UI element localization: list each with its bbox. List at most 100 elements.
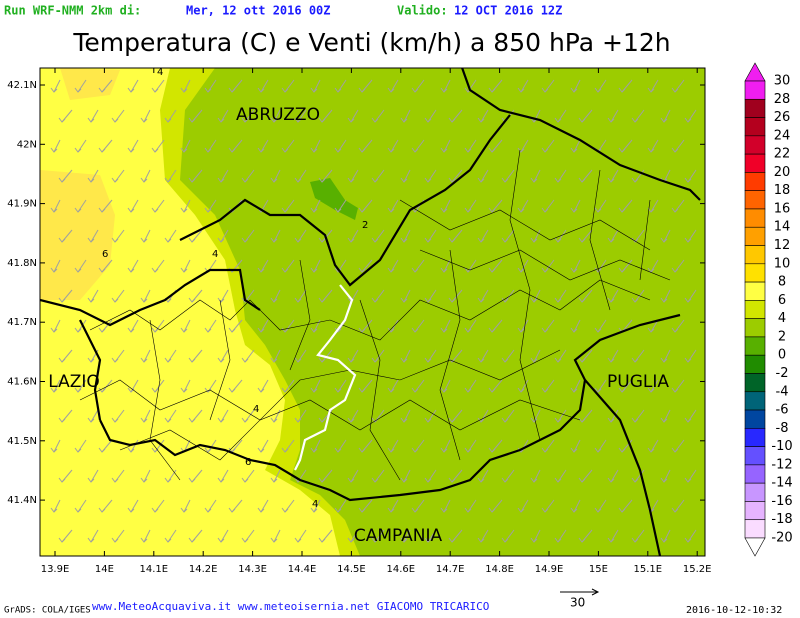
- wind-arrow: [663, 529, 671, 543]
- wind-arrow-head: [660, 117, 668, 123]
- lon-tick-label: 14.4E: [288, 564, 317, 575]
- wind-arrow-head: [464, 147, 472, 153]
- wind-arrow-head: [671, 267, 679, 273]
- wind-arrow: [480, 409, 489, 423]
- wind-arrow: [533, 109, 541, 123]
- wind-arrow-head: [204, 327, 212, 333]
- wind-arrow-head: [358, 507, 366, 513]
- wind-arrow-head: [618, 507, 626, 513]
- wind-arrow-head: [570, 207, 578, 213]
- wind-arrow-head: [530, 237, 538, 243]
- wind-arrow: [220, 169, 229, 183]
- wind-arrow-head: [631, 537, 639, 543]
- wind-arrow-head: [488, 507, 496, 513]
- lon-tick-label: 14.5E: [337, 564, 366, 575]
- wind-arrow-head: [87, 417, 95, 423]
- contour-label: 6: [102, 249, 108, 260]
- wind-arrow-head: [334, 87, 342, 93]
- wind-arrow-head: [671, 87, 679, 93]
- wind-arrow-head: [164, 537, 172, 543]
- wind-arrow: [220, 349, 229, 363]
- wind-arrow-head: [448, 177, 456, 183]
- wind-arrow-head: [180, 387, 188, 393]
- wind-arrow-head: [464, 327, 472, 333]
- wind-arrow-head: [660, 297, 668, 303]
- wind-arrow: [533, 469, 541, 483]
- wind-arrow-head: [257, 387, 265, 393]
- wind-arrow-head: [387, 147, 395, 153]
- wind-arrow-head: [111, 117, 119, 123]
- wind-arrow-head: [180, 327, 188, 333]
- wind-arrow-head: [98, 507, 106, 513]
- wind-arrow-head: [58, 177, 66, 183]
- wind-arrow: [53, 199, 61, 213]
- wind-arrow: [403, 529, 411, 543]
- wind-arrow-head: [358, 327, 366, 333]
- wind-arrow-head: [310, 147, 318, 153]
- wind-arrow-head: [50, 207, 58, 213]
- wind-arrow-head: [87, 237, 95, 243]
- wind-arrow-head: [111, 177, 119, 183]
- colorbar-label: 26: [774, 110, 791, 125]
- wind-arrow-head: [294, 357, 302, 363]
- wind-arrow-head: [188, 237, 196, 243]
- wind-arrow-head: [387, 507, 395, 513]
- wind-arrow-head: [660, 417, 668, 423]
- wind-arrow: [220, 529, 229, 543]
- wind-arrow-head: [188, 357, 196, 363]
- wind-arrow: [610, 469, 619, 483]
- wind-arrow-head: [411, 147, 419, 153]
- wind-arrow-head: [347, 357, 355, 363]
- wind-arrow-head: [58, 477, 66, 483]
- region-label: PUGLIA: [607, 372, 669, 392]
- wind-arrow: [533, 289, 541, 303]
- wind-arrow-head: [228, 147, 236, 153]
- colorbar-swatch: [744, 263, 766, 283]
- wind-arrow-head: [164, 417, 172, 423]
- wind-arrow: [53, 139, 61, 153]
- colorbar-label: -12: [771, 457, 792, 472]
- wind-arrow-head: [684, 297, 692, 303]
- wind-arrow-head: [647, 147, 655, 153]
- wind-arrow: [533, 229, 541, 243]
- wind-arrow: [350, 349, 359, 363]
- wind-arrow-head: [570, 447, 578, 453]
- wind-arrow-head: [111, 357, 119, 363]
- wind-arrow-head: [241, 297, 249, 303]
- wind-arrow: [443, 379, 451, 393]
- wind-arrow-head: [228, 87, 236, 93]
- wind-arrow-head: [151, 447, 159, 453]
- wind-arrow-head: [671, 147, 679, 153]
- wind-arrow-head: [554, 417, 562, 423]
- wind-arrow-head: [58, 357, 66, 363]
- wind-arrow-head: [347, 177, 355, 183]
- wind-arrow: [650, 259, 659, 273]
- colorbar-swatch: [744, 190, 766, 210]
- wind-arrow-head: [228, 387, 236, 393]
- wind-arrow: [533, 169, 541, 183]
- wind-arrow-head: [488, 327, 496, 333]
- wind-arrow-head: [671, 207, 679, 213]
- wind-arrow-head: [541, 387, 549, 393]
- colorbar-swatch: [744, 153, 766, 173]
- wind-arrow-head: [684, 477, 692, 483]
- wind-arrow-head: [424, 297, 432, 303]
- wind-arrow-head: [554, 477, 562, 483]
- wind-arrow-head: [58, 117, 66, 123]
- wind-arrow: [183, 379, 191, 393]
- wind-arrow-head: [334, 147, 342, 153]
- wind-arrow-head: [257, 507, 265, 513]
- wind-arrow-head: [164, 177, 172, 183]
- wind-arrow-head: [477, 537, 485, 543]
- wind-arrow: [520, 139, 529, 153]
- wind-arrow-head: [400, 297, 408, 303]
- wind-arrow: [260, 439, 269, 453]
- contour-label: 4: [253, 404, 259, 415]
- wind-arrow-head: [140, 237, 148, 243]
- wind-arrow-head: [541, 327, 549, 333]
- wind-arrow-head: [204, 207, 212, 213]
- wind-arrow-head: [647, 387, 655, 393]
- wind-arrow: [480, 529, 489, 543]
- wind-arrow-head: [180, 507, 188, 513]
- wind-arrow-head: [530, 417, 538, 423]
